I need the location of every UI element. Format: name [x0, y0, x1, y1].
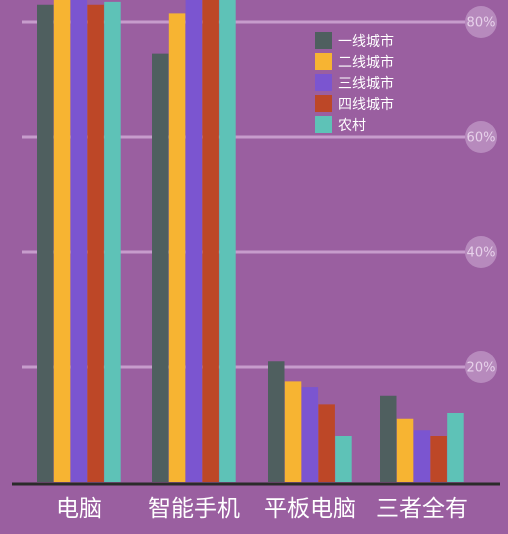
y-tick-badge	[465, 6, 497, 38]
bar	[202, 0, 219, 482]
bars	[37, 0, 464, 482]
bar	[413, 430, 431, 482]
bar	[318, 404, 335, 482]
bar	[396, 418, 414, 482]
legend-swatch	[315, 95, 332, 112]
y-tick-label: 80%	[467, 16, 496, 31]
bar	[104, 1, 121, 482]
y-tick-label: 60%	[467, 131, 496, 146]
bar	[168, 13, 186, 482]
legend-swatch	[315, 53, 332, 70]
legend-label: 四线城市	[338, 96, 394, 113]
legend-label: 三线城市	[338, 75, 394, 92]
bar	[185, 0, 203, 482]
bar	[335, 436, 352, 482]
bar	[37, 4, 54, 482]
category-label: 电脑	[56, 496, 102, 522]
bar	[53, 0, 71, 482]
bar	[430, 436, 447, 482]
bar	[380, 395, 397, 482]
bar	[87, 4, 104, 482]
category-labels: 电脑 智能手机 平板电脑 三者全有	[56, 496, 468, 522]
y-tick-label: 40%	[467, 246, 496, 261]
gridlines: 20% 40% 60% 80%	[22, 6, 497, 383]
legend-label: 一线城市	[338, 33, 394, 50]
y-tick-badge	[465, 121, 497, 153]
category-label: 三者全有	[376, 496, 468, 522]
bar	[70, 0, 88, 482]
bar	[284, 381, 302, 482]
legend-swatch	[315, 116, 332, 133]
y-tick-badge	[465, 236, 497, 268]
category-label: 智能手机	[148, 496, 240, 522]
legend-label: 二线城市	[338, 54, 394, 71]
legend-swatch	[315, 74, 332, 91]
bar	[447, 413, 464, 482]
y-tick-label: 20%	[467, 361, 496, 376]
bar	[301, 387, 319, 482]
bar	[219, 0, 236, 482]
bar	[268, 361, 285, 482]
legend-swatch	[315, 32, 332, 49]
category-label: 平板电脑	[264, 496, 356, 522]
bar	[152, 53, 169, 482]
y-tick-badge	[465, 351, 497, 383]
legend-label: 农村	[338, 118, 366, 134]
